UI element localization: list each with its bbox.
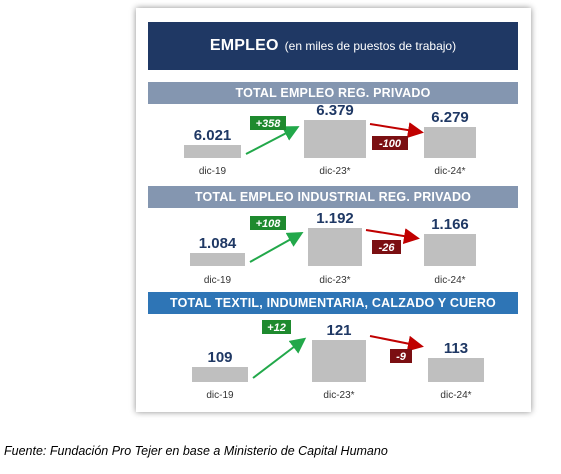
change-label-down: -100 [379, 138, 402, 150]
bar-dic-19 [184, 145, 241, 158]
footnote: Fuente: Fundación Pro Tejer en base a Mi… [4, 444, 388, 458]
title-main: EMPLEO [209, 37, 279, 54]
change-label-up: +358 [256, 118, 282, 130]
category-label: dic-24* [440, 390, 471, 401]
change-badge-up [262, 320, 291, 334]
bar-dic-23* [312, 340, 366, 382]
change-badge-down [372, 136, 408, 150]
data-label: 1.084 [199, 235, 237, 252]
data-label: 6.021 [194, 127, 232, 144]
section-header-empleo-industrial: TOTAL EMPLEO INDUSTRIAL REG. PRIVADO [148, 186, 518, 208]
increase-arrow [249, 232, 304, 263]
section-header-total-empleo: TOTAL EMPLEO REG. PRIVADO [148, 82, 518, 104]
bar-dic-19 [192, 367, 248, 382]
title-sub: (en miles de puestos de trabajo) [284, 39, 457, 53]
category-label: dic-24* [434, 166, 465, 177]
category-label: dic-19 [199, 166, 227, 177]
section-header-textil: TOTAL TEXTIL, INDUMENTARIA, CALZADO Y CU… [148, 292, 518, 314]
change-badge-down [372, 240, 401, 254]
data-label: 1.192 [316, 210, 354, 227]
category-label: dic-23* [319, 275, 350, 286]
category-label: dic-19 [204, 275, 232, 286]
data-label: 109 [207, 349, 232, 366]
bar-dic-24* [424, 234, 476, 266]
data-label: 1.166 [431, 216, 469, 233]
title-bar: EMPLEO (en miles de puestos de trabajo) [148, 22, 518, 70]
data-label: 113 [444, 340, 468, 357]
bar-dic-24* [424, 127, 476, 158]
change-badge-down [390, 349, 412, 363]
change-badge-up [250, 116, 286, 130]
decrease-arrow [369, 335, 424, 352]
change-label-up: +108 [256, 218, 282, 230]
change-badge-up [250, 216, 286, 230]
change-label-down: -26 [379, 242, 396, 254]
data-label: 6.379 [316, 102, 354, 119]
bar-dic-23* [304, 120, 366, 158]
change-label-up: +12 [267, 322, 286, 334]
category-label: dic-23* [319, 166, 350, 177]
data-label: 121 [326, 322, 351, 339]
decrease-arrow [369, 122, 424, 139]
bar-dic-23* [308, 228, 362, 266]
decrease-arrow [365, 228, 420, 245]
bar-dic-24* [428, 358, 484, 382]
category-label: dic-24* [434, 275, 465, 286]
category-label: dic-23* [323, 390, 354, 401]
increase-arrow [245, 126, 300, 155]
change-label-down: -9 [396, 351, 407, 363]
increase-arrow [252, 337, 307, 379]
bar-dic-19 [190, 253, 245, 266]
data-label: 6.279 [431, 109, 469, 126]
category-label: dic-19 [206, 390, 234, 401]
